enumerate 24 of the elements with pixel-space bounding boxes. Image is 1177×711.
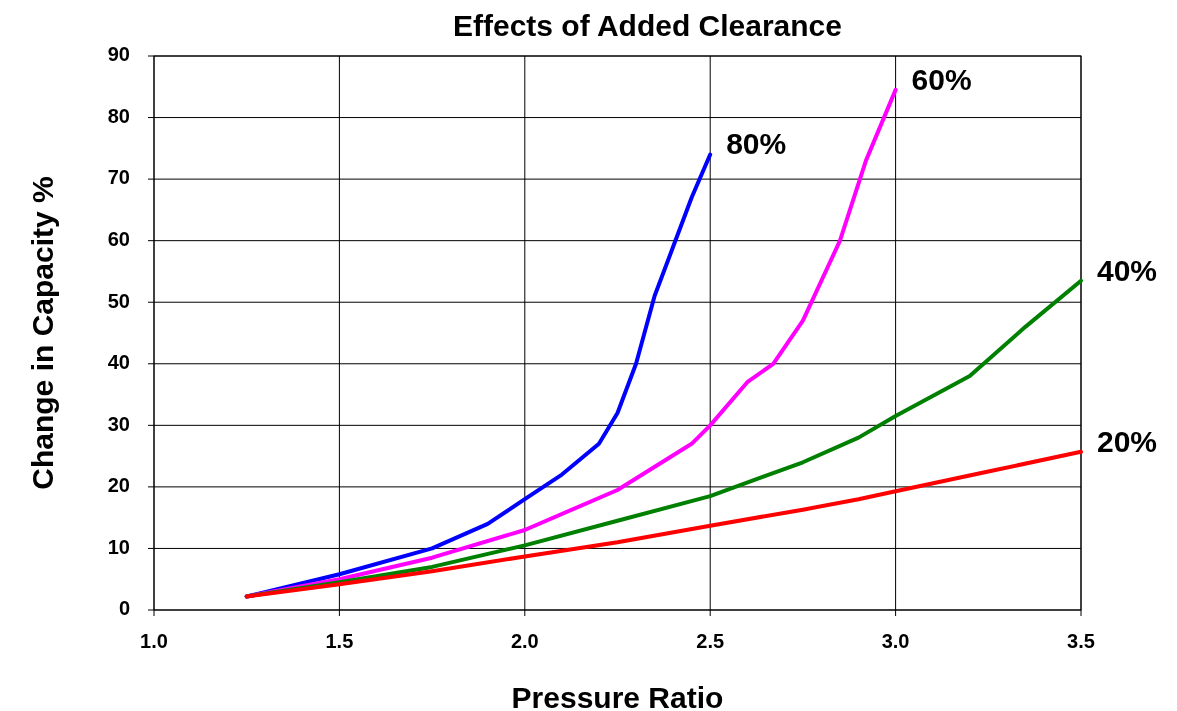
y-tick-label: 10 bbox=[107, 535, 130, 558]
y-tick-label: 90 bbox=[107, 43, 130, 66]
series-label: 40% bbox=[1097, 253, 1158, 287]
x-axis-title: Pressure Ratio bbox=[511, 681, 724, 711]
x-tick-label: 2.5 bbox=[696, 630, 725, 652]
line-series bbox=[244, 449, 1083, 599]
y-tick-label: 70 bbox=[107, 166, 130, 189]
x-tick-label: 1.0 bbox=[140, 630, 168, 652]
y-tick-label: 20 bbox=[107, 474, 130, 497]
chart-title: Effects of Added Clearance bbox=[453, 9, 842, 42]
series-label: 80% bbox=[726, 127, 787, 161]
y-tick-label: 80 bbox=[107, 104, 130, 127]
series-label: 20% bbox=[1097, 424, 1158, 458]
y-tick-label: 50 bbox=[107, 289, 130, 312]
x-tick-label: 3.5 bbox=[1067, 630, 1095, 652]
y-tick-label: 0 bbox=[118, 597, 130, 620]
y-tick-label: 60 bbox=[107, 227, 130, 250]
x-tick-label: 2.0 bbox=[510, 630, 539, 652]
y-tick-label: 30 bbox=[107, 412, 130, 435]
y-axis-title: Change in Capacity % bbox=[26, 176, 59, 490]
x-tick-label: 3.0 bbox=[881, 630, 910, 652]
series-label: 60% bbox=[911, 62, 972, 96]
x-tick-label: 1.5 bbox=[325, 630, 354, 652]
y-tick-label: 40 bbox=[107, 351, 130, 374]
